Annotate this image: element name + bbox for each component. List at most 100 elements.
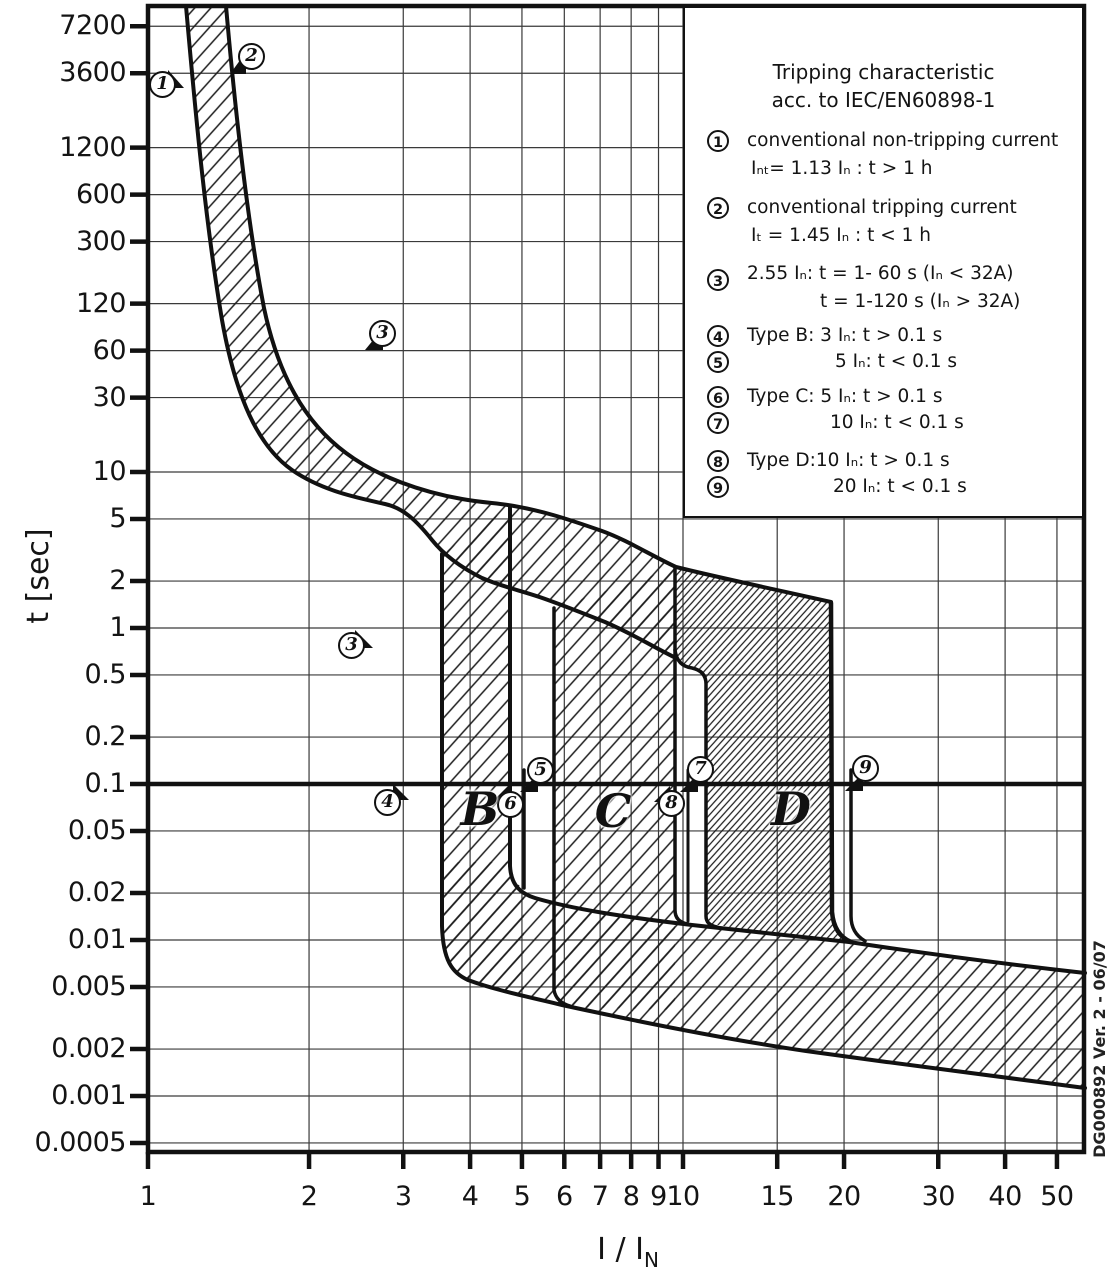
legend-num-1-icon: 1	[707, 130, 729, 152]
band-outlines	[184, 4, 1087, 1090]
curve-marker-7: 7	[687, 756, 714, 783]
type-c-right-edge	[673, 566, 690, 926]
y-tick-label: 5	[109, 502, 126, 534]
legend-item-2b: Iₜ = 1.45 Iₙ : t < 1 h	[685, 225, 1082, 251]
thermal-band-fill	[186, 6, 676, 658]
legend-item-9-text: 20 Iₙ: t < 0.1 s	[833, 476, 967, 497]
limit-20in-line	[849, 768, 867, 943]
y-tick-label: 7200	[59, 10, 126, 42]
y-tick-label: 1	[109, 612, 126, 643]
legend-item-9: 9 20 Iₙ: t < 0.1 s	[685, 476, 1082, 502]
y-tick-label: 0.02	[67, 877, 127, 909]
y-tick-label: 120	[75, 287, 127, 319]
type-b-right-edge-and-upper-boundary	[508, 505, 1087, 975]
legend-num-3-icon: 3	[707, 269, 729, 291]
y-tick-label: 1200	[59, 131, 126, 163]
type-d-band-fill	[675, 568, 851, 942]
legend-item-7: 7 10 Iₙ: t < 0.1 s	[685, 412, 1082, 438]
type-b-label: B	[460, 782, 500, 836]
type-b-left-edge-and-lower-boundary	[440, 552, 1087, 1090]
legend-item-2b-text: Iₜ = 1.45 Iₙ : t < 1 h	[751, 225, 931, 246]
band-fills	[186, 6, 1085, 1087]
legend-item-2: 2 conventional tripping current	[685, 197, 1082, 223]
x-tick-label: 1	[139, 1181, 157, 1212]
legend-num-5-icon: 5	[707, 351, 729, 373]
legend-item-6: 6 Type C: 5 Iₙ: t > 0.1 s	[685, 386, 1082, 412]
legend-num-4-icon: 4	[707, 325, 729, 347]
curve-marker-9: 9	[852, 755, 879, 782]
x-tick-label: 8	[622, 1181, 640, 1212]
x-tick-label: 2	[300, 1181, 318, 1212]
legend-item-3-text: 2.55 Iₙ: t = 1- 60 s (Iₙ < 32A)	[747, 263, 1014, 284]
legend-item-1: 1 conventional non-tripping current	[685, 130, 1082, 156]
legend-item-1-text: conventional non-tripping current	[747, 130, 1059, 151]
x-tick-label: 30	[921, 1181, 956, 1212]
legend-item-6-text: Type C: 5 Iₙ: t > 0.1 s	[747, 386, 943, 407]
curve-marker-8: 8	[658, 790, 685, 817]
x-tick-label: 50	[1040, 1181, 1074, 1212]
legend-box: Tripping characteristic acc. to IEC/EN60…	[683, 8, 1082, 518]
y-tick-label: 0.2	[84, 721, 127, 753]
legend-item-4-text: Type B: 3 Iₙ: t > 0.1 s	[747, 325, 943, 346]
x-tick-label: 9	[650, 1181, 667, 1212]
legend-item-8: 8 Type D:10 Iₙ: t > 0.1 s	[685, 450, 1082, 476]
y-tick-label: 3600	[59, 57, 126, 89]
y-tick-label: 0.5	[84, 658, 127, 690]
y-tick-label: 30	[92, 381, 127, 413]
legend-item-8-text: Type D:10 Iₙ: t > 0.1 s	[747, 450, 950, 471]
legend-item-1b: Iₙₜ= 1.13 Iₙ : t > 1 h	[685, 158, 1082, 184]
y-tick-label: 0.001	[51, 1080, 126, 1111]
y-tick-label: 300	[75, 225, 127, 257]
legend-num-8-icon: 8	[707, 450, 729, 472]
curve-marker-1: 1	[149, 71, 176, 98]
x-tick-label: 5	[513, 1181, 531, 1212]
x-tick-label: 7	[591, 1181, 609, 1212]
legend-title: Tripping characteristic	[772, 60, 995, 84]
y-tick-label: 0.002	[51, 1033, 126, 1065]
y-tick-label: 0.005	[51, 970, 126, 1002]
x-tick-label: 6	[555, 1181, 573, 1212]
legend-item-4: 4 Type B: 3 Iₙ: t > 0.1 s	[685, 325, 1082, 351]
x-tick-label: 10	[666, 1181, 700, 1212]
curve-marker-6: 6	[497, 791, 524, 818]
curve-1-non-tripping-boundary	[184, 4, 678, 660]
legend-item-3b-text: t = 1-120 s (Iₙ > 32A)	[820, 291, 1021, 312]
type-d-label: D	[771, 782, 811, 836]
plot-frame	[145, 3, 1087, 1155]
x-tick-label: 4	[461, 1181, 479, 1212]
curve-2-tripping-boundary	[224, 4, 833, 604]
y-tick-label: 2	[109, 565, 126, 597]
x-axis-title: I / IN	[597, 1232, 659, 1272]
legend-item-1b-text: Iₙₜ= 1.13 Iₙ : t > 1 h	[751, 158, 933, 179]
legend-num-6-icon: 6	[707, 386, 729, 408]
y-tick-label: 0.1	[84, 768, 127, 799]
y-tick-label: 60	[92, 334, 127, 366]
x-tick-label: 3	[394, 1181, 412, 1212]
type-d-left-edge	[673, 648, 719, 929]
y-tick-label: 0.01	[67, 924, 127, 955]
x-tick-label: 15	[760, 1181, 795, 1212]
y-tick-label: 0.05	[67, 814, 127, 846]
document-number: DG000892 Ver. 2 - 06/07	[1090, 940, 1109, 1158]
type-c-left-edge	[552, 606, 572, 1008]
legend-subtitle: acc. to IEC/EN60898-1	[771, 88, 996, 112]
y-tick-label: 600	[75, 178, 127, 210]
instantaneous-band-fill	[442, 862, 1085, 1087]
legend-item-3b: t = 1-120 s (Iₙ > 32A)	[685, 291, 1082, 317]
curve-marker-3-upper: 3	[369, 320, 396, 347]
curve-marker-2: 2	[238, 43, 265, 70]
legend-item-5-text: 5 Iₙ: t < 0.1 s	[835, 351, 958, 372]
curve-marker-5: 5	[527, 757, 554, 784]
legend-num-2-icon: 2	[707, 197, 729, 219]
legend-item-3: 3 2.55 Iₙ: t = 1- 60 s (Iₙ < 32A)	[685, 263, 1082, 291]
type-c-label: C	[594, 784, 632, 838]
y-tick-label: 10	[92, 456, 127, 487]
type-d-right-edge	[828, 600, 854, 945]
x-tick-label: 40	[988, 1181, 1022, 1212]
y-tick-label: 0.0005	[34, 1126, 127, 1158]
type-c-band-fill	[554, 568, 675, 1010]
curve-marker-4: 4	[374, 789, 401, 816]
x-tick-label: 20	[827, 1181, 861, 1212]
